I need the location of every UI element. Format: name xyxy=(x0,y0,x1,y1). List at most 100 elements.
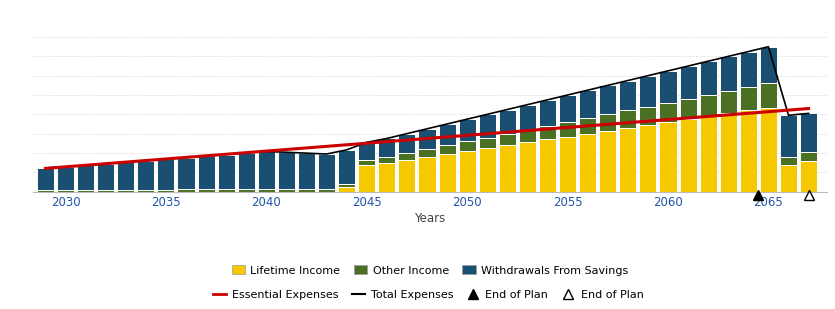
Bar xyxy=(760,47,777,83)
Bar xyxy=(178,158,195,189)
Bar xyxy=(117,162,134,190)
Bar xyxy=(680,66,696,99)
Bar xyxy=(438,145,456,154)
Bar xyxy=(640,107,656,125)
Bar xyxy=(740,52,757,87)
Bar xyxy=(800,161,817,192)
Bar xyxy=(137,190,154,192)
Bar xyxy=(238,153,255,189)
Bar xyxy=(760,83,777,108)
Bar xyxy=(398,160,416,192)
Bar xyxy=(519,105,536,130)
Bar xyxy=(640,125,656,192)
Bar xyxy=(57,190,74,192)
Bar xyxy=(760,108,777,192)
Bar xyxy=(620,110,636,128)
Bar xyxy=(418,157,436,192)
Bar xyxy=(458,151,476,192)
Bar xyxy=(498,133,516,145)
Bar xyxy=(358,142,375,160)
Bar xyxy=(800,113,817,152)
Bar xyxy=(800,113,817,152)
Bar xyxy=(358,164,375,192)
Bar xyxy=(559,122,576,137)
Bar xyxy=(640,125,656,192)
Bar xyxy=(298,153,315,189)
Bar xyxy=(720,91,736,113)
Bar xyxy=(318,189,335,192)
Bar xyxy=(358,160,375,164)
Bar xyxy=(640,76,656,107)
Bar xyxy=(620,128,636,192)
Bar xyxy=(358,160,375,164)
Bar xyxy=(158,189,175,192)
Bar xyxy=(660,103,676,122)
Bar xyxy=(378,157,396,163)
Bar xyxy=(579,90,596,118)
Bar xyxy=(660,71,676,103)
Bar xyxy=(680,119,696,192)
Bar xyxy=(137,190,154,192)
Bar xyxy=(458,119,476,142)
Bar xyxy=(620,81,636,110)
Bar xyxy=(498,145,516,192)
Bar xyxy=(258,151,275,189)
Bar xyxy=(498,145,516,192)
Bar xyxy=(318,154,335,189)
Bar xyxy=(700,95,716,116)
Bar xyxy=(158,189,175,192)
Bar xyxy=(398,153,416,160)
Bar xyxy=(418,149,436,157)
Bar xyxy=(519,142,536,192)
Bar xyxy=(660,71,676,103)
Bar xyxy=(740,87,757,110)
Bar xyxy=(680,66,696,99)
Bar xyxy=(218,189,235,192)
Bar xyxy=(378,163,396,192)
Bar xyxy=(57,190,74,192)
Bar xyxy=(498,109,516,133)
Bar xyxy=(780,157,797,164)
Bar xyxy=(800,161,817,192)
Bar xyxy=(438,124,456,145)
Bar xyxy=(478,114,496,138)
Bar xyxy=(57,167,74,190)
Bar xyxy=(378,157,396,163)
Bar xyxy=(600,85,616,114)
Bar xyxy=(720,56,736,91)
Bar xyxy=(700,61,716,95)
Bar xyxy=(278,189,295,192)
Bar xyxy=(579,133,596,192)
Bar xyxy=(278,152,295,189)
Bar xyxy=(780,115,797,157)
Bar xyxy=(559,95,576,122)
Bar xyxy=(37,190,54,192)
Bar xyxy=(278,189,295,192)
Bar xyxy=(620,81,636,110)
Bar xyxy=(218,189,235,192)
Bar xyxy=(418,129,436,149)
Bar xyxy=(298,189,315,192)
Bar xyxy=(559,137,576,192)
Bar xyxy=(398,153,416,160)
Bar xyxy=(178,189,195,192)
Bar xyxy=(358,142,375,160)
Bar xyxy=(519,142,536,192)
Bar xyxy=(117,190,134,192)
Bar xyxy=(258,189,275,192)
Bar xyxy=(720,113,736,192)
Bar xyxy=(198,156,215,189)
Bar xyxy=(579,118,596,133)
Bar xyxy=(37,168,54,190)
Bar xyxy=(117,190,134,192)
Bar xyxy=(338,150,355,184)
Bar xyxy=(660,122,676,192)
Bar xyxy=(600,85,616,114)
Bar xyxy=(740,110,757,192)
Bar xyxy=(158,159,175,189)
Bar xyxy=(740,87,757,110)
Bar xyxy=(77,165,94,190)
Bar xyxy=(97,190,114,192)
Bar xyxy=(458,151,476,192)
Bar xyxy=(600,131,616,192)
